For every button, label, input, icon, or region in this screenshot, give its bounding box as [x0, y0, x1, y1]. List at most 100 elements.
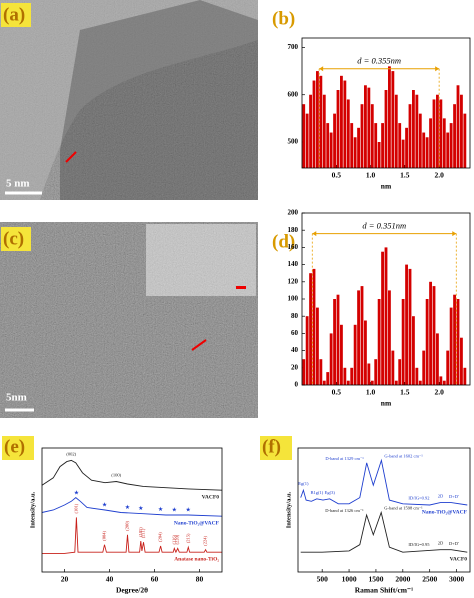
annotation: Eg(1) [298, 481, 309, 486]
annotation: G-band at 1602 cm⁻¹ [384, 453, 423, 458]
y-tick-label: 80 [291, 312, 299, 320]
bar [432, 99, 436, 168]
x-tick-label: 1.5 [400, 171, 410, 180]
bar [350, 123, 354, 168]
x-axis-label: nm [381, 399, 392, 408]
annotation: (100) [111, 473, 121, 478]
annotation: d = 0.355nm [357, 56, 401, 66]
tem-image-a: 5 nm (a) [0, 0, 258, 200]
bar [422, 350, 426, 385]
bar [436, 94, 439, 168]
annotation: (200) [125, 521, 130, 531]
y-tick-label: 160 [288, 243, 299, 251]
bar [346, 380, 350, 385]
panel-label: (f) [262, 436, 281, 457]
y-tick-label: 700 [288, 43, 299, 51]
y-tick-label: 140 [288, 260, 299, 268]
bar [422, 132, 426, 168]
x-tick-label: 2000 [395, 575, 410, 584]
bar [425, 299, 429, 385]
chart: (d) 0.5 1.0 1.5 2.0 0 20 40 60 80 100 120 140 160 180 2… [272, 209, 471, 408]
bar [326, 372, 330, 385]
bar [449, 307, 453, 385]
x-axis-label: Degree/2θ [116, 586, 148, 595]
bar [309, 273, 312, 385]
bar [408, 268, 412, 385]
star-marker: ★ [125, 504, 130, 511]
y-tick-label: 0 [295, 381, 299, 389]
bar [374, 123, 378, 168]
bar [384, 90, 388, 168]
bar [357, 127, 360, 168]
bar [322, 94, 326, 168]
annotation: D-band at 1326 cm⁻¹ [325, 508, 364, 513]
bar [309, 94, 312, 168]
annotation: (004) [102, 530, 107, 540]
panel-label: (b) [272, 8, 295, 29]
bar [367, 363, 371, 385]
y-tick-label: 180 [288, 226, 299, 234]
bar [364, 320, 367, 385]
series-line [42, 517, 222, 554]
star-marker: ★ [138, 505, 143, 512]
bar [377, 299, 381, 385]
bar [370, 104, 374, 168]
bar [329, 132, 333, 168]
series-line [41, 497, 223, 517]
x-tick-label: 1.5 [400, 388, 410, 397]
annotation: d = 0.351nm [362, 221, 406, 231]
bar [460, 337, 463, 385]
bar [391, 71, 395, 168]
bar [460, 94, 463, 168]
x-axis-label: Raman Shift/cm⁻¹ [355, 586, 414, 595]
chart: (f) 500 1000 1500 2000 2500 3000 Raman Shift/cm… [260, 436, 471, 595]
star-marker: ★ [158, 506, 163, 513]
annotation: (002) [66, 451, 76, 456]
annotation: Eg(3) [325, 490, 336, 495]
panel-label: (c) [3, 228, 24, 249]
y-tick-label: 600 [288, 90, 299, 98]
x-tick-label: 60 [151, 575, 159, 584]
x-tick-label: 2.0 [434, 388, 444, 397]
annotation: D+D' [449, 541, 459, 546]
series-line [300, 458, 468, 506]
bar [305, 316, 309, 385]
x-tick-label: 0.5 [332, 388, 342, 397]
bar [439, 99, 443, 168]
star-marker: ★ [172, 506, 177, 513]
tem-image-c: 5nm (c) [0, 222, 258, 418]
bar [463, 367, 467, 385]
plot-frame [41, 447, 223, 573]
annotation: ID/IG=0.95 [408, 542, 430, 547]
chart: (b) 0.5 1.0 1.5 2.0 500 600 700 nm d = 0.355nm [272, 8, 471, 191]
bar [456, 299, 460, 385]
bar [449, 123, 453, 168]
bar [353, 137, 357, 168]
annotation: (215) [185, 533, 190, 543]
star-marker: ★ [186, 506, 191, 513]
bar [405, 264, 408, 385]
bar [394, 94, 398, 168]
x-axis-label: nm [381, 182, 392, 191]
bar [412, 316, 415, 385]
bar [453, 104, 456, 168]
x-tick-label: 80 [196, 575, 204, 584]
bar [302, 359, 306, 385]
bar [346, 99, 350, 168]
bar [442, 380, 446, 385]
bar [415, 367, 419, 385]
x-tick-label: 1500 [368, 575, 383, 584]
bar [442, 118, 446, 168]
y-tick-label: 120 [288, 277, 299, 285]
series-line [41, 459, 223, 491]
annotation: 2D [438, 541, 444, 546]
star-marker: ★ [102, 501, 107, 508]
bar [425, 137, 429, 168]
bar [312, 80, 316, 168]
annotation: (220) [175, 534, 180, 544]
annotation: D-band at 1329 cm⁻¹ [325, 456, 364, 461]
bar [370, 380, 374, 385]
x-tick-label: 1.0 [366, 171, 376, 180]
bar [322, 380, 326, 385]
bar [429, 281, 432, 385]
